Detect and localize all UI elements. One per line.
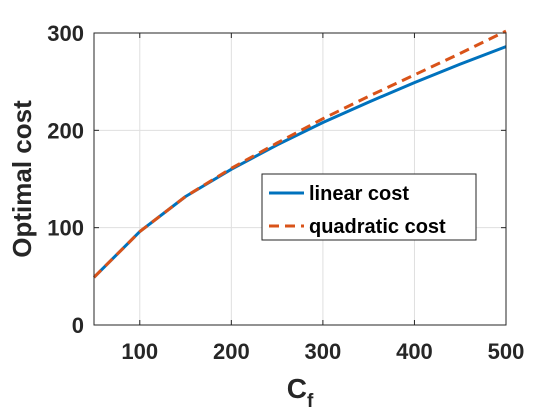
x-axis-title-main: C <box>287 373 307 404</box>
series-lines <box>92 29 507 279</box>
legend-label-quadratic-cost: quadratic cost <box>309 216 446 238</box>
legend: linear cost quadratic cost <box>261 173 477 241</box>
tick-marks <box>94 32 507 326</box>
series-line-linear-cost <box>92 45 507 279</box>
legend-label-linear-cost: linear cost <box>309 183 409 205</box>
y-tick-label: 300 <box>47 21 84 46</box>
x-tick-label: 200 <box>213 339 250 364</box>
y-axis-title: Optimal cost <box>7 100 37 258</box>
y-tick-label: 100 <box>47 216 84 241</box>
y-tick-label: 0 <box>72 313 84 338</box>
x-axis-title-subscript: f <box>307 391 314 412</box>
plot-frame <box>93 32 507 326</box>
x-axis-title: Cf <box>287 373 314 412</box>
series-line-quadratic-cost <box>92 29 507 279</box>
y-tick-label: 200 <box>47 118 84 143</box>
x-tick-label: 500 <box>488 339 525 364</box>
x-tick-label: 300 <box>305 339 342 364</box>
legend-box <box>261 173 477 241</box>
tick-labels: 100 200 300 400 500 0 100 200 300 <box>47 21 524 364</box>
x-tick-label: 100 <box>121 339 158 364</box>
x-tick-label: 400 <box>396 339 433 364</box>
